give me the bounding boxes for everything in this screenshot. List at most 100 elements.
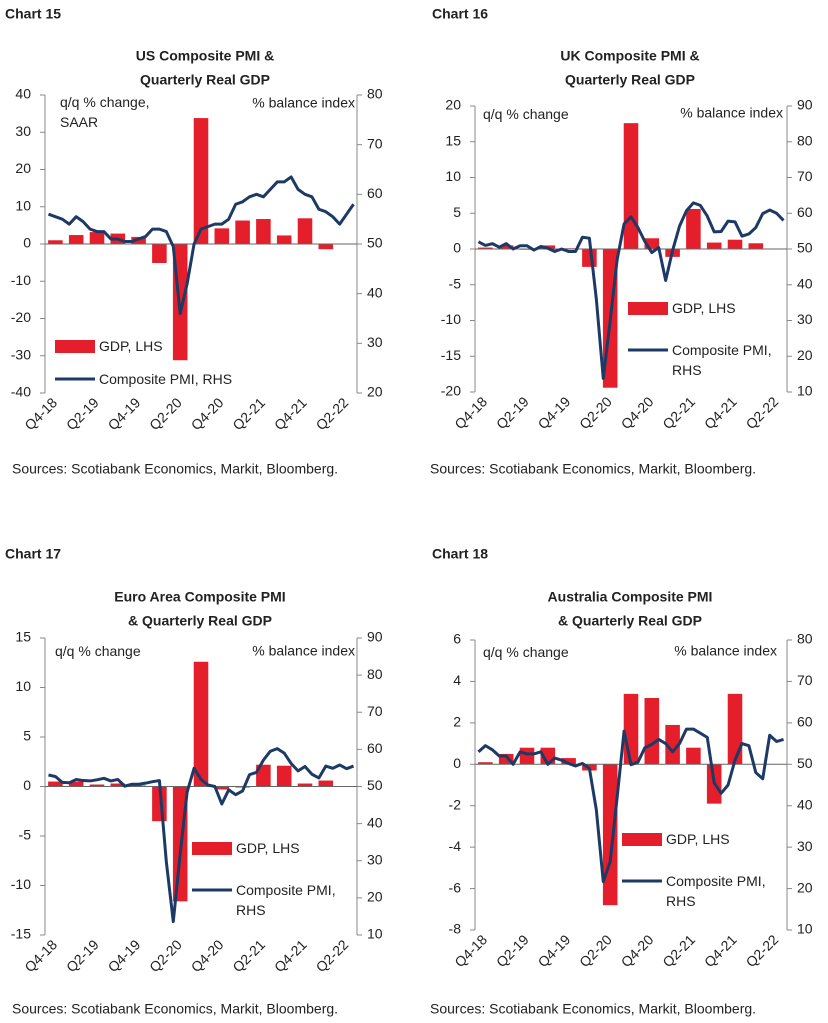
- x-tick-label: Q2-21: [659, 931, 698, 970]
- gdp-bar: [644, 698, 660, 765]
- y-tick-label: 2: [453, 714, 461, 730]
- gdp-bar: [623, 123, 639, 249]
- y-axis-label-box: q/q % change: [55, 643, 141, 659]
- y-tick-label: -2: [449, 796, 462, 812]
- y2-tick-label: 80: [367, 86, 383, 102]
- gdp-bar: [48, 781, 63, 787]
- y-tick-label: 5: [453, 204, 461, 220]
- chart-title: US Composite PMI &: [136, 48, 274, 64]
- x-tick-label: Q2-22: [313, 394, 352, 433]
- y-axis-label-box: q/q % change, SAAR: [60, 94, 150, 130]
- gdp-bar: [644, 238, 660, 249]
- pmi-line: [47, 175, 355, 316]
- y2-tick-label: 50: [367, 777, 383, 793]
- y2-tick-label: 30: [367, 851, 383, 867]
- y-axis-label: q/q % change: [483, 644, 569, 660]
- y-tick-label: 30: [15, 123, 31, 139]
- legend-label-box: GDP, LHS: [99, 338, 163, 354]
- y2-tick-label: 80: [797, 631, 813, 647]
- pmi-line: [477, 727, 784, 884]
- y-tick-label: -20: [441, 383, 461, 399]
- y-axis-label-box: q/q % change: [483, 644, 569, 660]
- gdp-bar: [110, 783, 126, 787]
- y-tick-label: 0: [453, 755, 461, 771]
- x-tick-label: Q2-20: [576, 393, 615, 432]
- gdp-bar: [214, 786, 230, 790]
- y-tick-label: -5: [449, 275, 462, 291]
- chart-title: & Quarterly Real GDP: [128, 613, 272, 629]
- x-tick-label: Q2-19: [493, 931, 532, 970]
- chart-title: Quarterly Real GDP: [140, 72, 270, 88]
- chart-label: Chart 17: [5, 546, 61, 562]
- gdp-bar: [727, 239, 743, 249]
- y-tick-label: -4: [449, 838, 462, 854]
- y2-tick-label: 10: [797, 921, 813, 937]
- y-tick-label: 20: [445, 97, 461, 113]
- legend-label: Composite PMI, RHS: [666, 873, 766, 909]
- gdp-bar: [727, 693, 743, 765]
- x-tick-label: Q4-18: [21, 394, 60, 433]
- y-tick-label: 0: [453, 240, 461, 256]
- x-tick-label: Q2-20: [576, 931, 615, 970]
- y-tick-label: -15: [441, 347, 461, 363]
- gdp-bar: [318, 780, 334, 787]
- chart-label: Chart 16: [432, 6, 488, 22]
- x-tick-label: Q4-20: [188, 936, 227, 975]
- legend-label: Composite PMI, RHS: [672, 342, 772, 378]
- legend-label: GDP, LHS: [236, 840, 300, 856]
- y-tick-label: 40: [15, 86, 31, 102]
- x-tick-label: Q4-19: [105, 936, 144, 975]
- y2-tick-label: 90: [367, 629, 383, 645]
- gdp-bar: [519, 747, 535, 765]
- pmi-line: [48, 747, 355, 924]
- gdp-bar: [214, 228, 230, 244]
- y-tick-label: 4: [453, 672, 461, 688]
- y2-tick-label: 10: [367, 926, 383, 942]
- gdp-bar: [478, 247, 493, 249]
- y2-tick-label: 50: [797, 755, 813, 771]
- y-tick-label: 10: [445, 168, 461, 184]
- gdp-bar: [48, 240, 63, 244]
- y-axis-label: q/q % change: [55, 643, 141, 659]
- y-tick-label: -15: [11, 926, 31, 942]
- y2-tick-label: 50: [797, 240, 813, 256]
- gdp-bar: [665, 724, 680, 765]
- y2-tick-label: 40: [367, 284, 383, 300]
- gdp-bar: [706, 242, 722, 249]
- y2-tick-label: 40: [797, 796, 813, 812]
- y-tick-label: 10: [15, 678, 31, 694]
- gdp-bar: [68, 235, 84, 244]
- x-tick-label: Q2-20: [146, 936, 185, 975]
- y2-tick-label: 30: [367, 334, 383, 350]
- gdp-bar: [297, 783, 313, 787]
- source-note: Sources: Scotiabank Economics, Markit, B…: [430, 1001, 756, 1017]
- gdp-bar: [256, 219, 271, 244]
- source-note: Sources: Scotiabank Economics, Markit, B…: [430, 461, 756, 477]
- gdp-bar: [686, 208, 701, 249]
- y2-tick-label: 10: [797, 383, 813, 399]
- y2-tick-label: 70: [797, 168, 813, 184]
- y2-tick-label: 60: [797, 714, 813, 730]
- gdp-bar: [276, 765, 292, 787]
- gdp-bar: [623, 693, 639, 765]
- chart-label: Chart 15: [5, 6, 61, 22]
- legend-label: GDP, LHS: [666, 831, 730, 847]
- y2-tick-label: 40: [797, 275, 813, 291]
- y-tick-label: 15: [15, 629, 31, 645]
- x-tick-label: Q2-19: [63, 936, 102, 975]
- y-tick-label: 15: [445, 132, 461, 148]
- y-tick-label: -8: [449, 921, 462, 937]
- y-tick-label: 20: [15, 160, 31, 176]
- y-axis-label-box: q/q % change: [483, 106, 569, 122]
- y2-tick-label: 50: [367, 235, 383, 251]
- gdp-bar: [193, 118, 209, 244]
- y2-tick-label: 60: [367, 740, 383, 756]
- x-tick-label: Q2-21: [659, 393, 698, 432]
- chart-title: Quarterly Real GDP: [565, 72, 695, 88]
- x-tick-label: Q4-21: [271, 936, 310, 975]
- y2-tick-label: 20: [797, 347, 813, 363]
- x-tick-label: Q2-21: [229, 936, 268, 975]
- source-note: Sources: Scotiabank Economics, Markit, B…: [12, 1001, 338, 1017]
- y-tick-label: 5: [23, 728, 31, 744]
